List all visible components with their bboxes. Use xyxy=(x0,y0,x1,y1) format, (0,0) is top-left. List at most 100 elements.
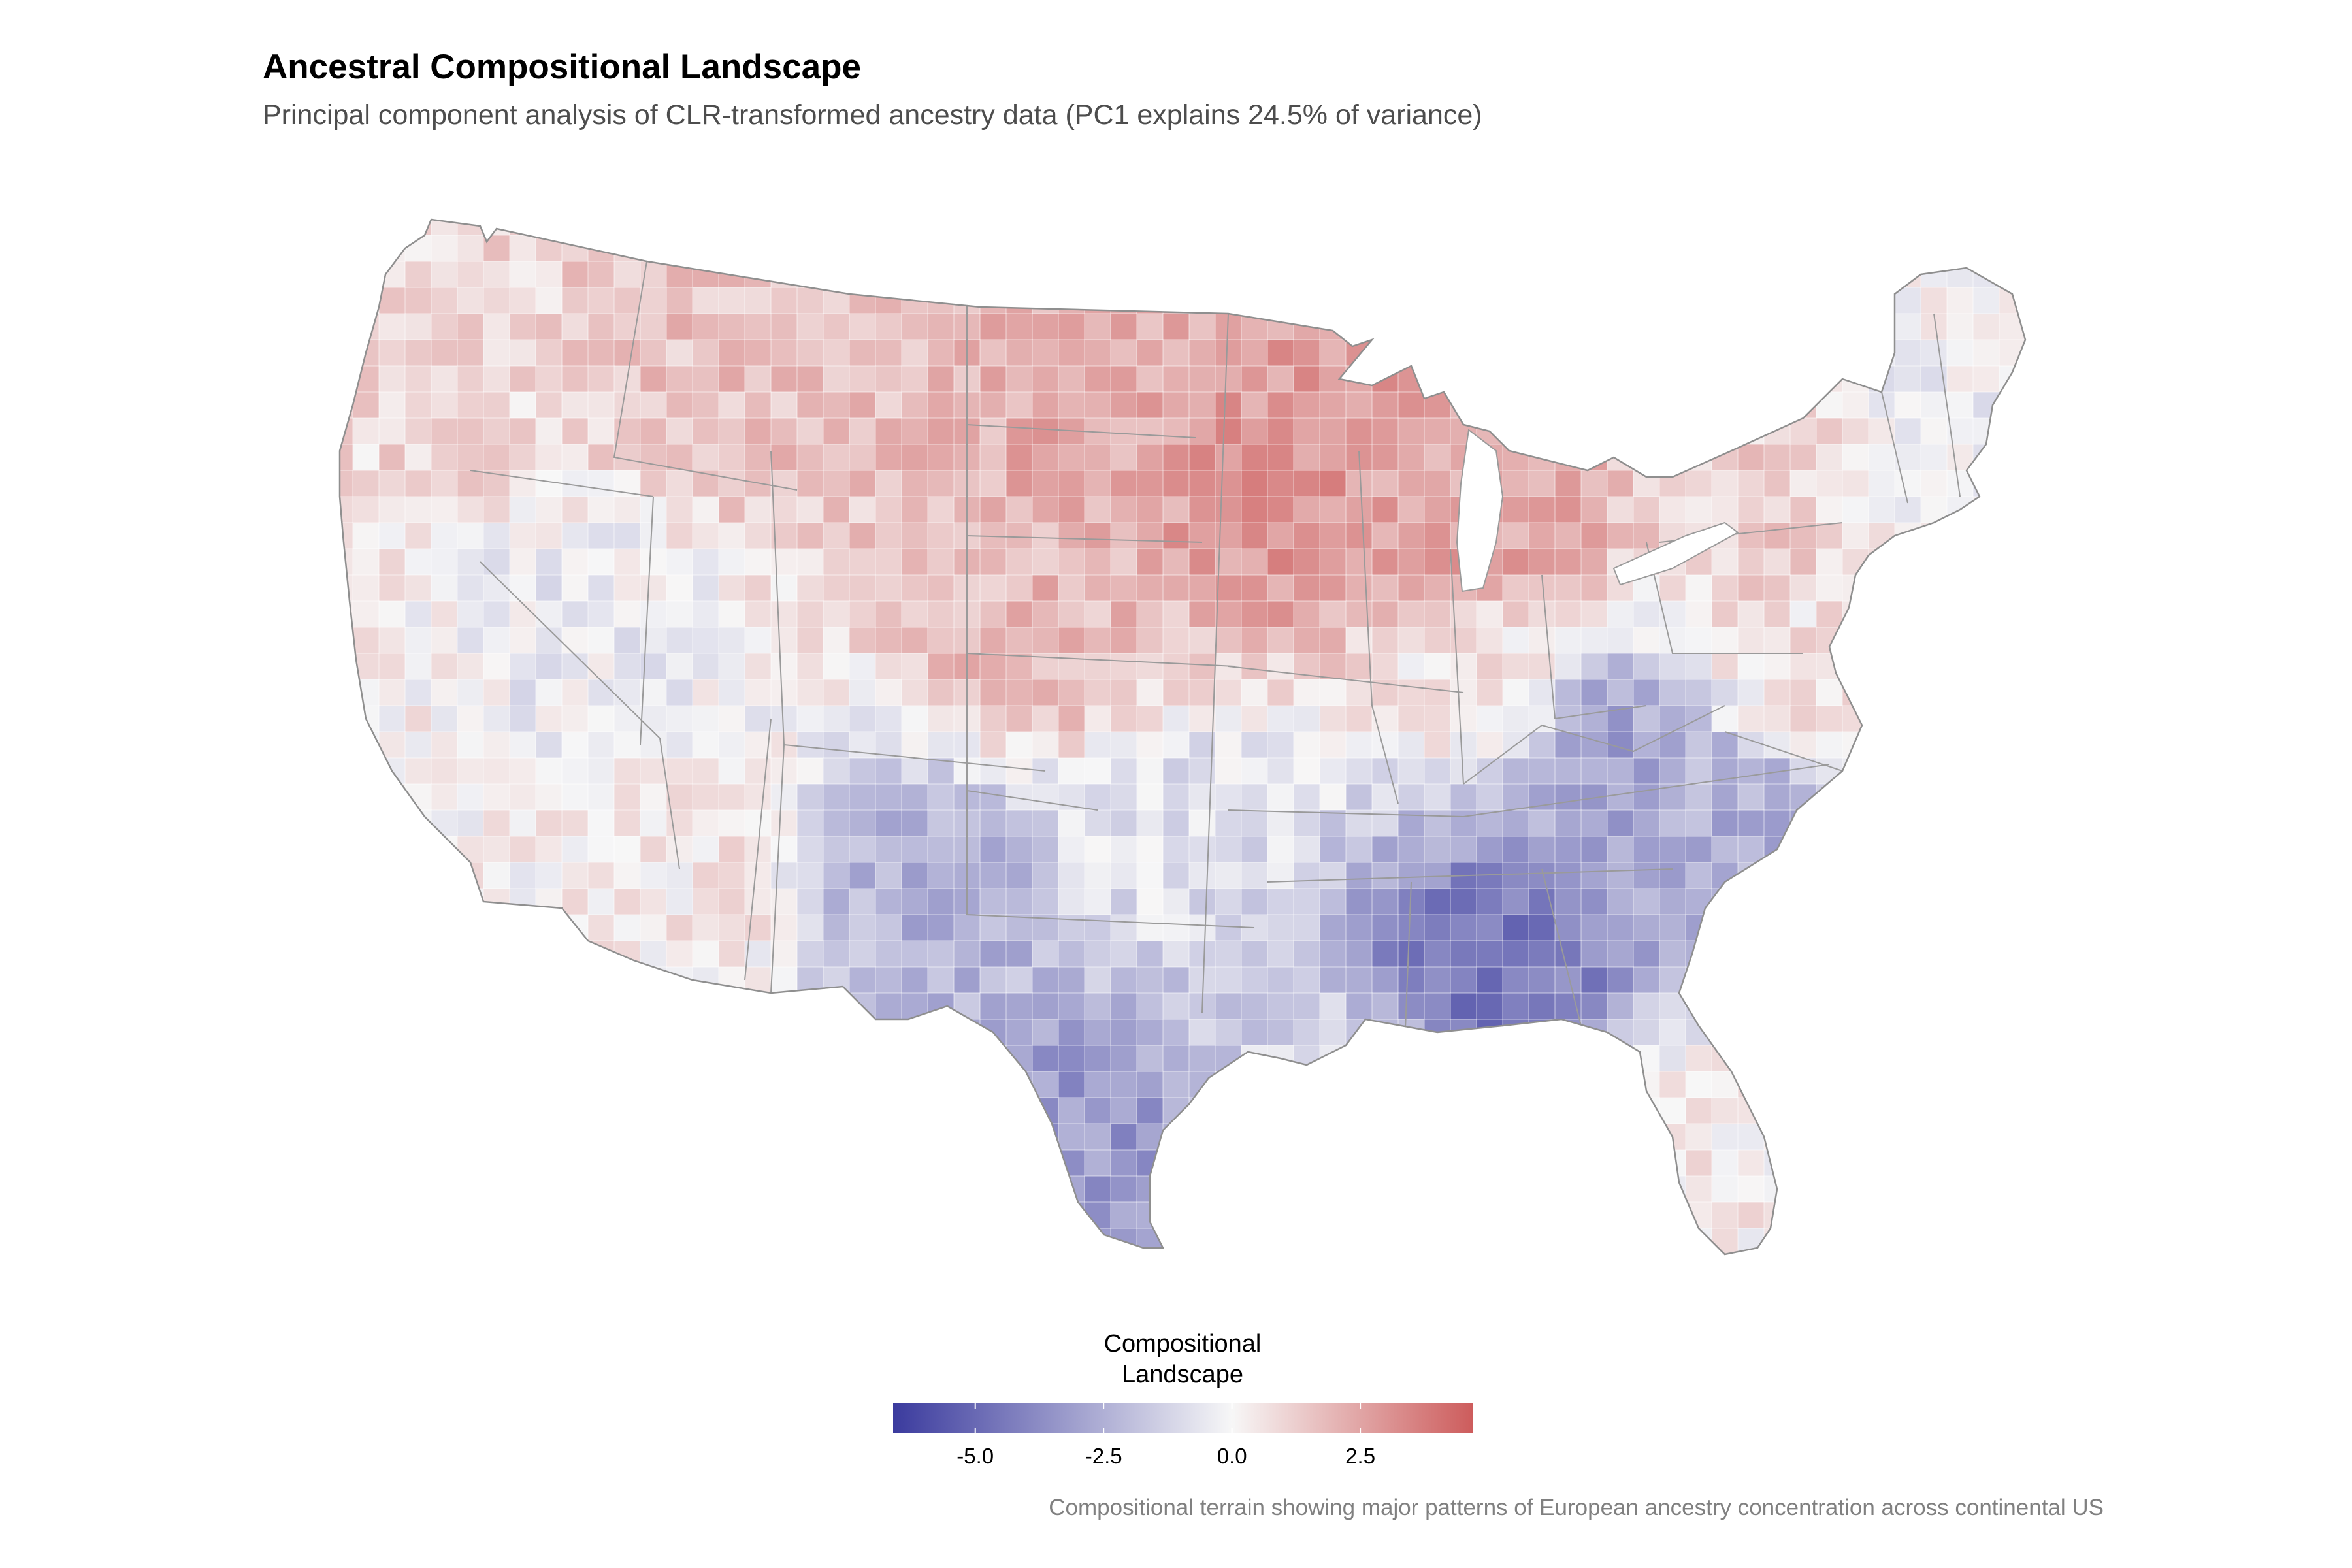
county-cell xyxy=(1659,313,1686,340)
county-cell xyxy=(1607,862,1634,889)
county-cell xyxy=(404,444,432,471)
county-cell xyxy=(718,548,745,576)
county-cell xyxy=(640,600,667,628)
county-cell xyxy=(587,809,615,837)
county-cell xyxy=(1920,235,1948,262)
county-cell xyxy=(1842,731,1869,759)
county-cell xyxy=(561,365,589,393)
county-cell xyxy=(378,1123,406,1151)
county-cell xyxy=(823,496,850,523)
county-cell xyxy=(535,313,563,340)
county-cell xyxy=(1319,783,1347,811)
county-cell xyxy=(1005,417,1033,445)
county-cell xyxy=(1502,220,1529,236)
county-cell xyxy=(509,966,536,994)
county-cell xyxy=(1424,888,1451,915)
county-cell xyxy=(404,940,432,968)
county-cell xyxy=(770,653,798,680)
county-cell xyxy=(901,1175,928,1203)
county-cell xyxy=(1816,1175,1843,1203)
county-cell xyxy=(561,705,589,732)
county-cell xyxy=(1842,627,1869,654)
county-cell xyxy=(1084,1097,1111,1124)
county-cell xyxy=(1188,940,1216,968)
county-cell xyxy=(901,574,928,602)
county-cell xyxy=(1972,365,2000,393)
county-cell xyxy=(1502,992,1529,1020)
county-cell xyxy=(1842,809,1869,837)
county-cell xyxy=(1737,1019,1765,1046)
county-cell xyxy=(1188,600,1216,628)
county-cell xyxy=(1293,261,1320,288)
county-cell xyxy=(953,220,981,236)
county-cell xyxy=(640,391,667,419)
county-cell xyxy=(1085,1254,1111,1281)
county-cell xyxy=(404,1071,432,1098)
county-cell xyxy=(1528,1175,1556,1203)
county-cell xyxy=(483,339,510,367)
county-cell xyxy=(1032,365,1059,393)
county-cell xyxy=(1894,1071,1921,1098)
county-cell xyxy=(1789,496,1817,523)
county-cell xyxy=(1868,809,1895,837)
county-cell xyxy=(1162,627,1190,654)
county-cell xyxy=(613,627,641,654)
county-cell xyxy=(1084,705,1111,732)
county-cell xyxy=(1999,836,2025,863)
county-cell xyxy=(849,862,876,889)
county-cell xyxy=(535,809,563,837)
county-cell xyxy=(849,522,876,549)
county-cell xyxy=(1894,1123,1921,1151)
county-cell xyxy=(849,1254,876,1281)
county-cell xyxy=(1215,1097,1242,1124)
county-cell xyxy=(901,1045,928,1072)
county-cell xyxy=(1842,496,1869,523)
county-cell xyxy=(953,1201,981,1229)
county-cell xyxy=(378,966,406,994)
county-cell xyxy=(823,391,850,419)
county-cell xyxy=(1685,992,1712,1020)
county-cell xyxy=(1894,235,1921,262)
county-cell xyxy=(1293,1228,1320,1254)
county-cell xyxy=(1528,731,1556,759)
county-cell xyxy=(1711,783,1739,811)
county-cell xyxy=(1554,339,1582,367)
county-cell xyxy=(1920,627,1948,654)
county-cell xyxy=(431,1149,458,1177)
county-cell xyxy=(1397,235,1425,262)
county-cell xyxy=(1633,1254,1660,1281)
county-cell xyxy=(1607,261,1634,288)
county-cell xyxy=(1633,220,1660,236)
county-cell xyxy=(1816,365,1843,393)
county-cell xyxy=(1868,940,1895,968)
county-cell xyxy=(1894,705,1921,732)
county-cell xyxy=(1999,1228,2025,1254)
county-cell xyxy=(1058,731,1085,759)
county-cell xyxy=(1580,1045,1608,1072)
county-cell xyxy=(1162,220,1190,236)
county-cell xyxy=(849,470,876,497)
county-cell xyxy=(1450,1254,1477,1281)
county-cell xyxy=(692,862,719,889)
county-cell xyxy=(1763,966,1791,994)
county-cell xyxy=(1267,966,1294,994)
county-cell xyxy=(1058,470,1085,497)
county-cell xyxy=(979,679,1007,706)
county-cell xyxy=(1789,391,1817,419)
county-cell xyxy=(1110,365,1137,393)
county-cell xyxy=(744,705,772,732)
county-cell xyxy=(1058,966,1085,994)
county-cell xyxy=(823,574,850,602)
county-cell xyxy=(1789,1019,1817,1046)
county-cell xyxy=(1946,1045,1974,1072)
county-cell xyxy=(1424,705,1451,732)
county-cell xyxy=(1188,966,1216,994)
county-cell xyxy=(1136,783,1164,811)
county-cell xyxy=(718,600,745,628)
county-cell xyxy=(340,809,353,837)
county-cell xyxy=(1816,940,1843,968)
county-cell xyxy=(692,627,719,654)
county-cell xyxy=(901,1097,928,1124)
county-cell xyxy=(378,1228,406,1254)
county-cell xyxy=(640,992,667,1020)
